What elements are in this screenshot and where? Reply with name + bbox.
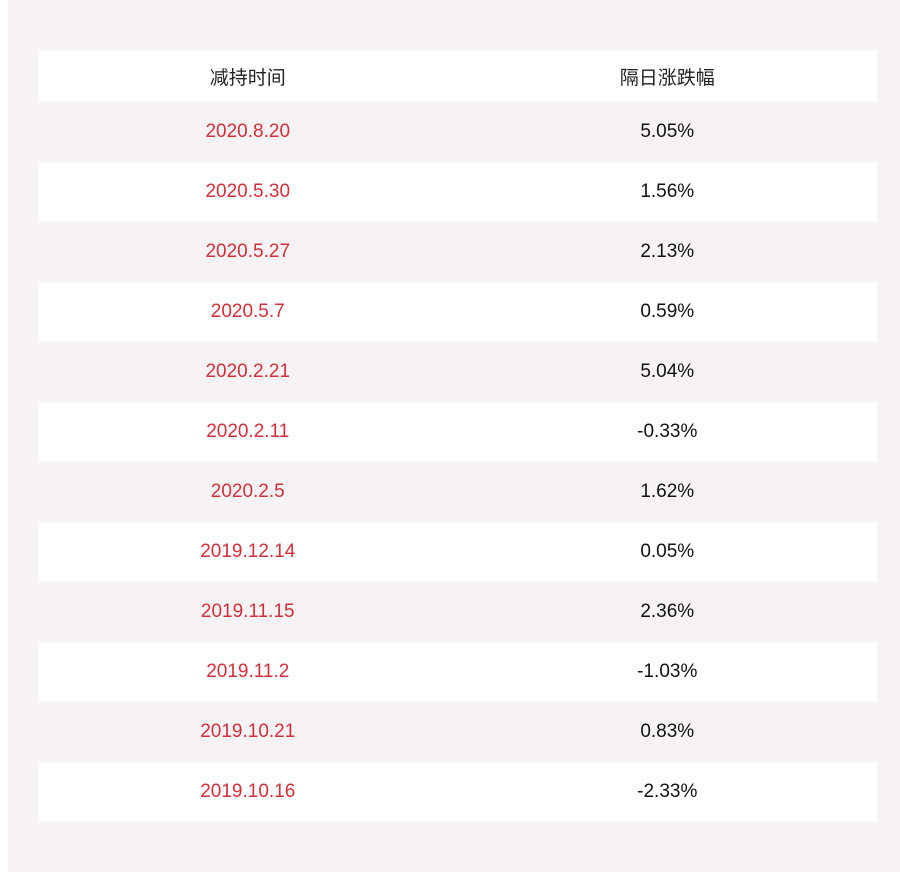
table-row: 2020.8.20 5.05%	[38, 102, 877, 162]
reduction-date-cell: 2020.2.11	[206, 421, 290, 442]
table-row: 2020.2.5 1.62%	[38, 462, 877, 522]
table-row: 2020.5.7 0.59%	[38, 282, 877, 342]
table-row: 2019.11.15 2.36%	[38, 582, 877, 642]
reduction-date-cell: 2020.5.27	[205, 241, 291, 262]
reduction-date-cell: 2020.5.7	[210, 301, 285, 322]
header-next-day-change: 隔日涨跌幅	[619, 67, 715, 89]
table-row: 2020.2.11 -0.33%	[38, 402, 877, 462]
next-day-change-cell: 0.05%	[640, 541, 695, 562]
table-row: 2020.5.30 1.56%	[38, 162, 877, 222]
table-row: 2019.11.2 -1.03%	[38, 642, 877, 702]
next-day-change-cell: 0.59%	[640, 301, 695, 322]
table-body: 2020.8.20 5.05% 2020.5.30 1.56% 2020.5.27 2.1…	[38, 102, 877, 822]
table-header-row: 减持时间 隔日涨跌幅	[38, 50, 877, 102]
table-row: 2019.12.14 0.05%	[38, 522, 877, 582]
next-day-change-cell: -2.33%	[637, 781, 698, 802]
header-reduction-time: 减持时间	[209, 67, 286, 89]
next-day-change-cell: 1.62%	[640, 481, 695, 502]
next-day-change-cell: 2.36%	[640, 601, 695, 622]
reduction-date-cell: 2020.2.5	[210, 481, 285, 502]
reduction-date-cell: 2019.11.15	[200, 601, 295, 622]
reduction-date-cell: 2020.8.20	[205, 121, 291, 142]
reduction-date-cell: 2019.12.14	[200, 541, 296, 562]
reduction-date-cell: 2020.5.30	[205, 181, 291, 202]
next-day-change-cell: 0.83%	[640, 721, 695, 742]
table-row: 2019.10.21 0.83%	[38, 702, 877, 762]
table-row: 2020.5.27 2.13%	[38, 222, 877, 282]
table-row: 2020.2.21 5.04%	[38, 342, 877, 402]
next-day-change-cell: 2.13%	[640, 241, 695, 262]
next-day-change-cell: -1.03%	[637, 661, 698, 682]
reduction-date-cell: 2019.10.16	[200, 781, 296, 802]
next-day-change-cell: 5.04%	[640, 361, 695, 382]
next-day-change-cell: 5.05%	[640, 121, 695, 142]
reduction-date-cell: 2019.11.2	[206, 661, 290, 682]
next-day-change-cell: 1.56%	[640, 181, 695, 202]
reduction-table: 减持时间 隔日涨跌幅 2020.8.20 5.05% 2020.5.30 1.56% 2…	[38, 50, 877, 822]
reduction-date-cell: 2020.2.21	[205, 361, 291, 382]
next-day-change-cell: -0.33%	[637, 421, 698, 442]
reduction-date-cell: 2019.10.21	[200, 721, 296, 742]
table-row: 2019.10.16 -2.33%	[38, 762, 877, 822]
content-panel: 减持时间 隔日涨跌幅 2020.8.20 5.05% 2020.5.30 1.56% 2…	[8, 0, 900, 872]
